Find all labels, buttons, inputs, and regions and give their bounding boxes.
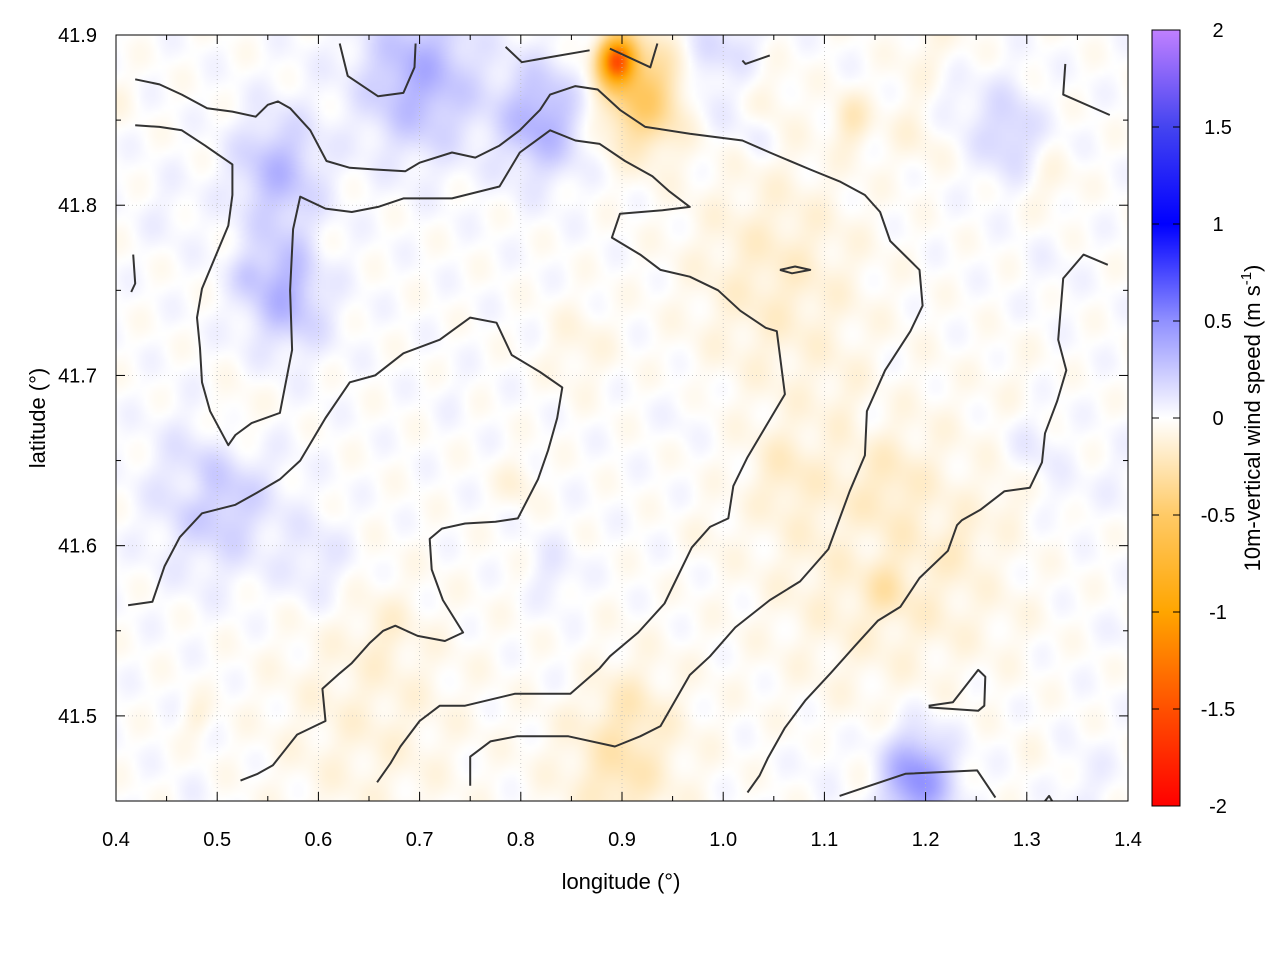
colorbar-tick-label: 0 <box>1212 408 1223 430</box>
x-tick-label: 0.7 <box>406 829 434 851</box>
y-axis-label: latitude (°) <box>25 368 50 469</box>
contour-line <box>746 253 1109 794</box>
contour-line <box>130 254 137 293</box>
x-axis-label: longitude (°) <box>562 869 681 894</box>
contour-line <box>504 46 590 64</box>
colorbar-tick-label: 2 <box>1212 20 1223 42</box>
contour-line <box>135 124 786 783</box>
colorbar-tick-label: 0.5 <box>1204 311 1232 333</box>
y-tick-label: 41.8 <box>58 195 97 217</box>
x-tick-label: 0.9 <box>608 829 636 851</box>
colorbar-tick-label: -2 <box>1209 796 1227 818</box>
y-tick-label: 41.5 <box>58 706 97 728</box>
y-tick-label: 41.9 <box>58 25 97 47</box>
x-tick-label: 1.0 <box>709 829 737 851</box>
contour-line <box>609 43 659 69</box>
contour-line <box>127 316 564 782</box>
contour-lines <box>127 43 1111 801</box>
contour-line <box>928 668 987 712</box>
y-tick-label: 41.6 <box>58 536 97 558</box>
colorbar-tick-label: 1 <box>1212 214 1223 236</box>
contour-line <box>338 43 417 98</box>
contour-line <box>134 78 924 786</box>
x-tick-label: 1.2 <box>912 829 940 851</box>
contour-line <box>779 265 812 275</box>
colorbar-tick-label: -1 <box>1209 602 1227 624</box>
x-axis: 0.4 0.5 0.6 0.7 0.8 0.9 1.0 1.1 1.2 1.3 1.4 <box>102 35 1142 851</box>
x-tick-label: 1.3 <box>1013 829 1041 851</box>
x-tick-label: 1.4 <box>1114 829 1142 851</box>
x-tick-label: 0.5 <box>203 829 231 851</box>
colorbar-label: 10m-vertical wind speed (m s-1) <box>1238 265 1265 572</box>
x-tick-label: 1.1 <box>810 829 838 851</box>
grid-lines <box>116 35 1128 801</box>
contour-line <box>1062 63 1111 116</box>
colorbar-ticks: 2 1.5 1 0.5 0 -0.5 -1 -1.5 -2 <box>1152 20 1235 818</box>
x-tick-label: 0.8 <box>507 829 535 851</box>
contour-line <box>1044 794 1053 801</box>
contour-line <box>839 769 997 799</box>
y-axis: 41.5 41.6 41.7 41.8 41.9 <box>58 25 1128 802</box>
heatmap-field <box>116 35 1128 801</box>
x-tick-label: 0.4 <box>102 829 130 851</box>
contour-line <box>741 54 771 65</box>
colorbar-tick-label: -1.5 <box>1201 699 1235 721</box>
x-tick-label: 0.6 <box>304 829 332 851</box>
colorbar-tick-label: 1.5 <box>1204 117 1232 139</box>
colorbar-tick-label: -0.5 <box>1201 505 1235 527</box>
y-tick-label: 41.7 <box>58 365 97 387</box>
